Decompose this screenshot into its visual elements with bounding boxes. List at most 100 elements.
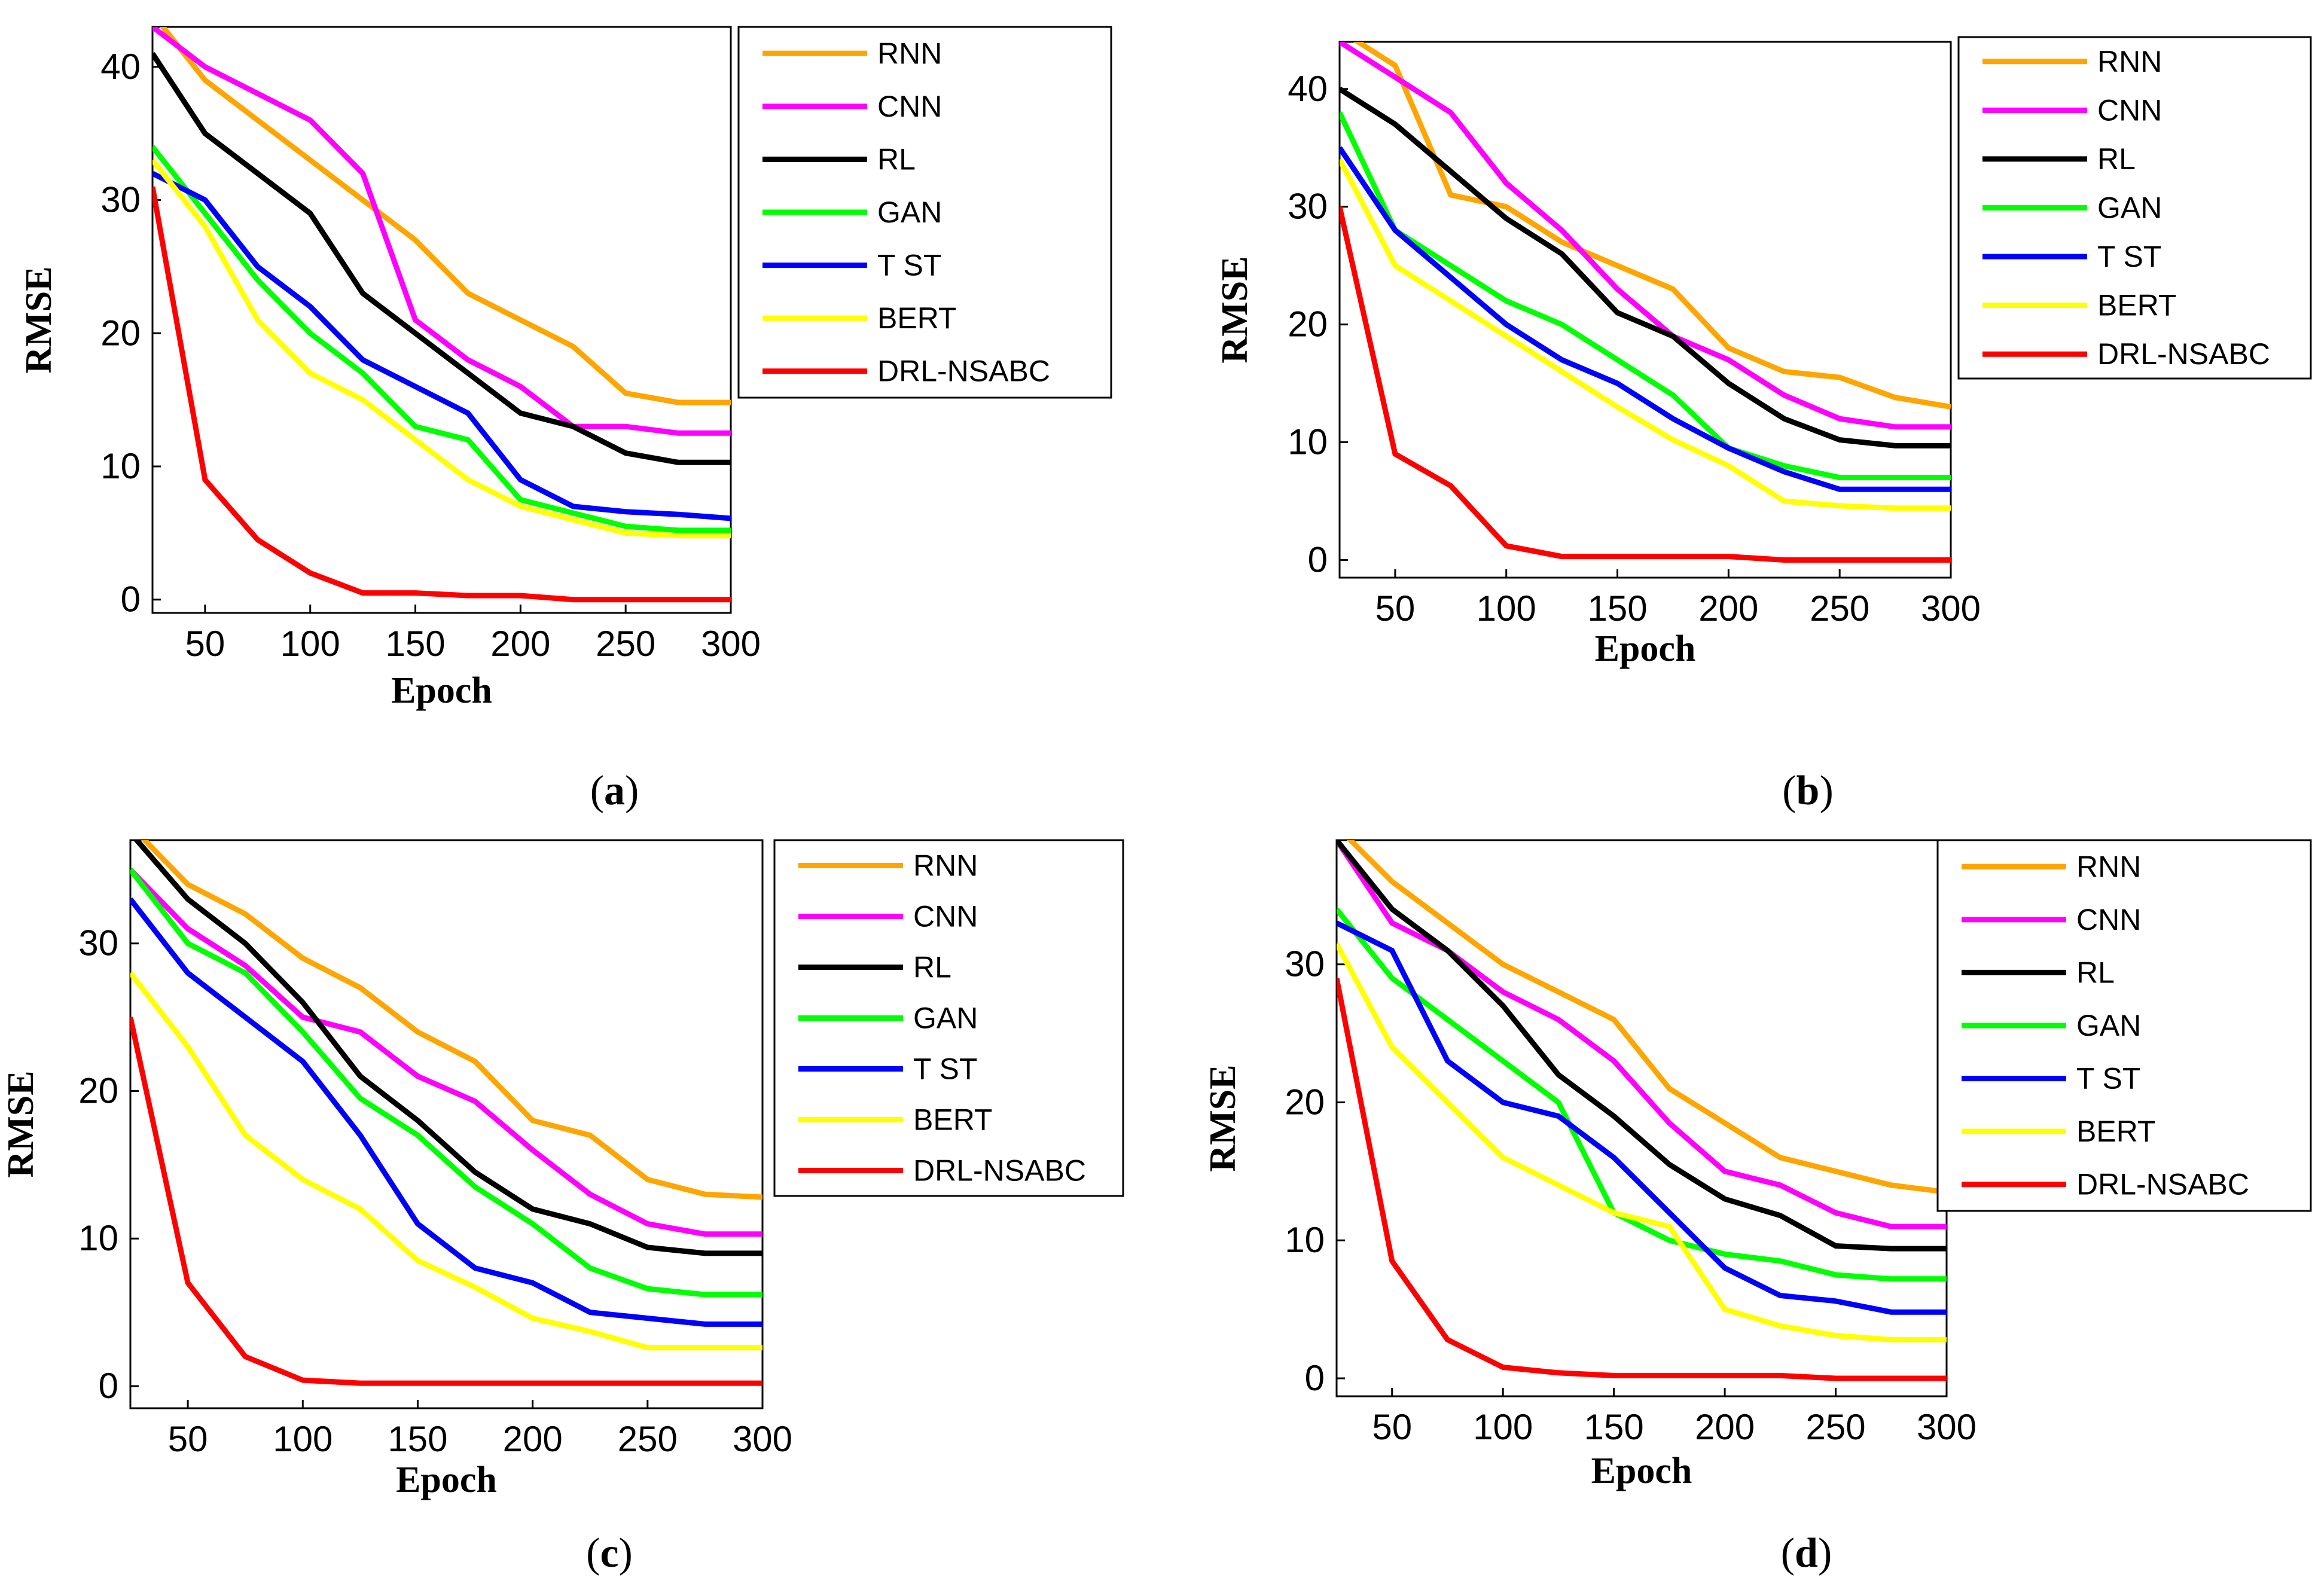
x-axis-title: Epoch bbox=[1595, 628, 1696, 669]
series-line-cnn bbox=[152, 27, 731, 436]
series-line-bert bbox=[152, 158, 731, 539]
legend-label-rnn: RNN bbox=[913, 849, 978, 883]
y-axis-title: RMSE bbox=[1, 1070, 41, 1177]
series-line-rl bbox=[1340, 87, 1951, 448]
series-line-drl-nsabc bbox=[1337, 977, 1947, 1381]
y-tick-label: 10 bbox=[1285, 1220, 1325, 1260]
legend-label-rl: RL bbox=[2076, 956, 2115, 989]
legend-label-t-st: T ST bbox=[877, 249, 941, 282]
y-tick-label: 0 bbox=[1308, 539, 1328, 579]
y-axis-title: RMSE bbox=[19, 266, 59, 373]
x-tick-label: 150 bbox=[385, 624, 445, 664]
series-line-gan bbox=[130, 868, 762, 1298]
series-line-rnn bbox=[159, 27, 731, 405]
x-tick-label: 50 bbox=[1372, 1407, 1412, 1447]
legend-label-gan: GAN bbox=[2076, 1009, 2141, 1042]
legend-label-bert: BERT bbox=[2076, 1115, 2155, 1148]
x-tick-label: 100 bbox=[1473, 1407, 1533, 1447]
panel-caption: (d) bbox=[1781, 1530, 1832, 1576]
x-tick-label: 200 bbox=[503, 1419, 563, 1459]
legend-label-cnn: CNN bbox=[2076, 903, 2141, 936]
plot-frame bbox=[151, 26, 732, 614]
series-line-gan bbox=[1340, 111, 1951, 481]
legend-label-rnn: RNN bbox=[2076, 850, 2141, 883]
legend-label-gan: GAN bbox=[877, 196, 942, 229]
series-line-t-st bbox=[1337, 920, 1947, 1315]
y-axis-title: RMSE bbox=[1203, 1064, 1243, 1171]
x-tick-label: 50 bbox=[1375, 588, 1416, 628]
legend-label-rnn: RNN bbox=[2097, 45, 2162, 78]
series-line-rnn bbox=[1353, 42, 1951, 410]
series-line-cnn bbox=[1340, 42, 1951, 430]
x-tick-label: 150 bbox=[1587, 588, 1647, 628]
x-tick-label: 300 bbox=[733, 1419, 792, 1459]
legend-label-drl-nsabc: DRL-NSABC bbox=[913, 1154, 1086, 1188]
x-tick-label: 250 bbox=[618, 1419, 678, 1459]
y-tick-label: 0 bbox=[1305, 1358, 1325, 1398]
legend-label-t-st: T ST bbox=[2076, 1062, 2140, 1095]
series-line-rl bbox=[152, 52, 731, 465]
y-tick-label: 20 bbox=[78, 1070, 118, 1110]
legend-label-gan: GAN bbox=[2097, 191, 2162, 225]
series-line-rnn bbox=[1346, 840, 1947, 1195]
x-tick-label: 150 bbox=[1584, 1407, 1644, 1447]
y-tick-label: 10 bbox=[1288, 422, 1328, 462]
series-line-gan bbox=[152, 145, 731, 533]
x-tick-label: 100 bbox=[280, 624, 340, 664]
legend-label-bert: BERT bbox=[2097, 289, 2176, 322]
legend-label-drl-nsabc: DRL-NSABC bbox=[2097, 337, 2270, 371]
panel-c: 50 100 150 200 250 3000102030EpochRMSERNNCNNR… bbox=[1, 839, 1124, 1576]
x-tick-label: 250 bbox=[1810, 588, 1869, 628]
legend: RNN CNN RL GAN T ST BERT DRL-NSABC bbox=[1957, 36, 2312, 380]
y-tick-label: 30 bbox=[78, 923, 118, 963]
legend-label-t-st: T ST bbox=[2097, 240, 2161, 273]
panel-d: 50 100 150 200 250 3000102030EpochRMSERNNCNNR… bbox=[1203, 839, 2312, 1576]
series-line-drl-nsabc bbox=[1340, 206, 1951, 563]
panel-b: 50 100 150 200 250 300 0 10 20 30 40 Epoch RMSE RNN CN… bbox=[1215, 36, 2312, 814]
series-line-rl bbox=[1337, 840, 1947, 1252]
y-tick-label: 10 bbox=[100, 446, 141, 486]
x-tick-label: 150 bbox=[388, 1419, 447, 1459]
x-tick-label: 100 bbox=[273, 1419, 333, 1459]
legend-label-t-st: T ST bbox=[913, 1052, 977, 1086]
legend: RNN CNN RL GAN T ST BERT DRL-NSABC bbox=[1936, 839, 2312, 1212]
series-line-bert bbox=[130, 971, 762, 1351]
x-axis-title: Epoch bbox=[1591, 1451, 1692, 1491]
y-tick-label: 40 bbox=[1288, 69, 1328, 109]
x-tick-label: 50 bbox=[168, 1419, 208, 1459]
x-axis-title: Epoch bbox=[396, 1460, 497, 1500]
series-line-cnn bbox=[130, 868, 762, 1237]
series-lines bbox=[130, 840, 762, 1386]
series-line-rnn bbox=[141, 840, 762, 1200]
series-line-bert bbox=[1340, 158, 1951, 511]
x-tick-label: 100 bbox=[1477, 588, 1536, 628]
x-tick-label: 200 bbox=[1695, 1407, 1755, 1447]
series-line-gan bbox=[1337, 907, 1947, 1282]
series-line-drl-nsabc bbox=[130, 1017, 762, 1386]
y-tick-label: 30 bbox=[100, 180, 141, 220]
legend-label-rl: RL bbox=[877, 142, 916, 176]
series-lines bbox=[1337, 840, 1947, 1381]
x-tick-label: 200 bbox=[1698, 588, 1758, 628]
panel-a: 50 100 150 200 250 300 0 10 20 30 40 Epoch RMSE RNN CN… bbox=[19, 26, 1112, 814]
y-tick-label: 0 bbox=[121, 579, 141, 620]
y-tick-label: 10 bbox=[78, 1218, 118, 1258]
x-tick-label: 250 bbox=[596, 624, 655, 664]
legend-label-cnn: CNN bbox=[913, 900, 978, 933]
series-line-t-st bbox=[152, 170, 731, 521]
y-tick-label: 30 bbox=[1285, 944, 1325, 984]
series-lines bbox=[152, 27, 731, 603]
series-line-t-st bbox=[130, 897, 762, 1327]
legend-label-rnn: RNN bbox=[877, 36, 942, 70]
x-tick-label: 250 bbox=[1805, 1407, 1865, 1447]
series-line-rl bbox=[133, 840, 762, 1256]
y-tick-label: 40 bbox=[100, 47, 141, 87]
legend-label-cnn: CNN bbox=[2097, 93, 2162, 127]
legend-label-bert: BERT bbox=[877, 301, 956, 335]
legend-label-rl: RL bbox=[2097, 142, 2136, 176]
y-tick-label: 20 bbox=[1285, 1082, 1325, 1122]
panel-caption: (b) bbox=[1782, 768, 1834, 814]
legend-label-rl: RL bbox=[913, 951, 951, 984]
x-axis-title: Epoch bbox=[391, 670, 492, 711]
series-line-bert bbox=[1337, 942, 1947, 1342]
